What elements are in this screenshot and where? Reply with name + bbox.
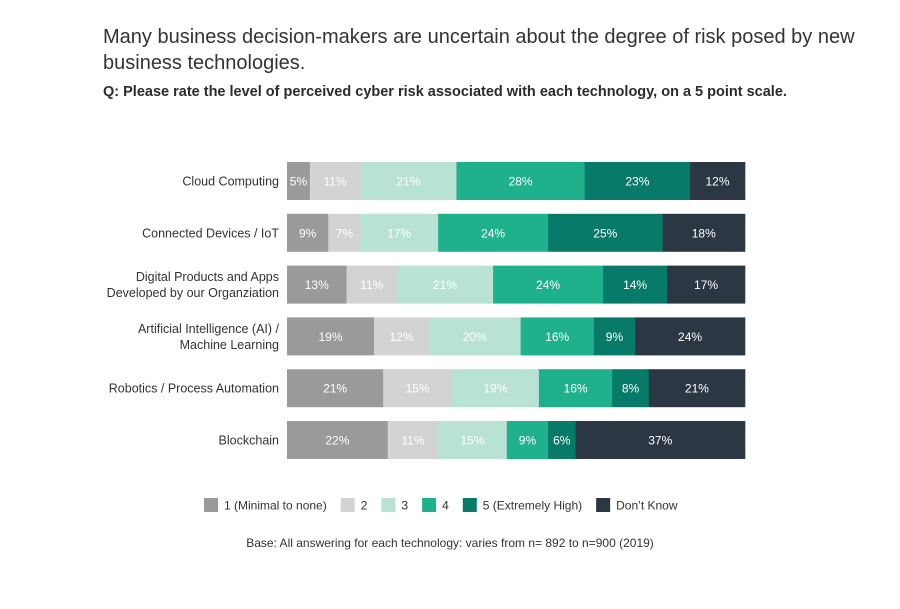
bar-segment	[374, 317, 430, 356]
data-label: 12%	[389, 330, 413, 344]
bar-segment	[451, 369, 540, 408]
bar-segment	[648, 369, 746, 408]
bar-segment	[635, 317, 746, 356]
data-label: 28%	[509, 175, 533, 189]
bar-segment	[360, 213, 439, 252]
bar-segment	[396, 265, 494, 304]
data-label: 16%	[545, 330, 569, 344]
bar-segment	[548, 213, 663, 252]
data-label: 9%	[606, 330, 624, 344]
bar-segment	[346, 265, 398, 304]
data-label: 18%	[692, 226, 716, 240]
data-label: 24%	[481, 226, 505, 240]
data-label: 21%	[323, 382, 347, 396]
data-label: 11%	[401, 434, 424, 448]
bar-segment	[520, 317, 595, 356]
data-label: 7%	[336, 226, 354, 240]
data-label: 9%	[519, 434, 537, 448]
category-label-blockchain: Blockchain	[219, 434, 279, 448]
category-label-robotics-process-automation: Robotics / Process Automation	[109, 382, 279, 396]
bar-segment	[428, 317, 521, 356]
legend-swatch-3	[381, 498, 396, 512]
bar-segment	[690, 162, 746, 200]
chart-title: Many business decision-makers are uncert…	[103, 26, 855, 74]
data-label: 6%	[553, 434, 571, 448]
category-label-digital-products-and-apps-developed-by-our-organziation: Digital Products and Apps Developed by ou…	[107, 270, 279, 300]
data-label: 24%	[678, 330, 702, 344]
legend-swatch-4	[422, 498, 437, 512]
data-label: 23%	[625, 175, 649, 189]
legend-swatch-2	[340, 498, 355, 512]
bar-segment	[493, 265, 604, 304]
legend-label-don-t-know: Don’t Know	[616, 499, 678, 513]
data-label: 25%	[593, 226, 617, 240]
data-label: 24%	[536, 278, 560, 292]
bar-segment	[383, 369, 453, 408]
data-label: 37%	[648, 434, 672, 448]
bar-segment	[548, 421, 576, 459]
bar-segment	[309, 162, 361, 200]
legend-label-5-extremely-high: 5 (Extremely High)	[483, 499, 582, 513]
data-label: 15%	[460, 434, 484, 448]
bar-segment	[438, 213, 549, 252]
bar-segment	[603, 265, 668, 304]
bar-segment	[287, 265, 347, 304]
legend-label-4: 4	[442, 499, 449, 513]
data-label: 8%	[622, 382, 640, 396]
data-label: 9%	[299, 226, 317, 240]
bar-segment	[287, 213, 329, 252]
bar-segment	[438, 421, 508, 459]
legend-swatch-5-extremely-high	[462, 498, 477, 512]
data-label: 21%	[685, 382, 709, 396]
data-label: 5%	[290, 175, 308, 189]
legend-label-2: 2	[361, 499, 368, 513]
bar-segment	[387, 421, 439, 459]
bar-segment	[456, 162, 585, 200]
data-label: 20%	[463, 330, 487, 344]
data-label: 19%	[483, 382, 507, 396]
legend-label-1-minimal-to-none: 1 (Minimal to none)	[224, 499, 327, 513]
legend-swatch-don-t-know	[596, 498, 611, 512]
data-label: 19%	[318, 330, 342, 344]
bar-segment	[287, 369, 384, 408]
bar-segment	[287, 421, 389, 459]
bar-segment	[287, 317, 375, 356]
bar-segment	[593, 317, 636, 356]
category-label-artificial-intelligence-ai-machine-learning: Artificial Intelligence (AI) / Machine Le…	[138, 322, 280, 352]
category-label-cloud-computing: Cloud Computing	[182, 175, 279, 189]
bar-segment	[667, 265, 746, 304]
category-label-connected-devices-iot: Connected Devices / IoT	[142, 226, 279, 240]
bar-segment	[287, 162, 311, 200]
data-label: 21%	[396, 175, 420, 189]
legend-swatch-1-minimal-to-none	[204, 498, 218, 512]
bar-segment	[538, 369, 613, 408]
data-label: 21%	[433, 278, 457, 292]
bar-segment	[584, 162, 691, 200]
data-label: 17%	[694, 278, 718, 292]
bar-segment	[360, 162, 457, 200]
bar-segment	[662, 213, 746, 252]
data-label: 22%	[325, 434, 349, 448]
data-label: 14%	[623, 278, 647, 292]
bar-segment	[612, 369, 650, 408]
data-label: 12%	[706, 175, 730, 189]
data-label: 16%	[564, 382, 588, 396]
bar-segment	[328, 213, 361, 252]
bar-segment	[575, 421, 746, 459]
data-label: 11%	[324, 175, 347, 189]
chart-question: Q: Please rate the level of perceived cy…	[103, 84, 787, 100]
data-label: 15%	[406, 382, 430, 396]
base-footnote: Base: All answering for each technology:…	[246, 536, 654, 550]
data-label: 13%	[305, 278, 329, 292]
legend-label-3: 3	[401, 499, 408, 513]
data-label: 11%	[360, 278, 383, 292]
bar-segment	[506, 421, 549, 459]
data-label: 17%	[387, 226, 411, 240]
